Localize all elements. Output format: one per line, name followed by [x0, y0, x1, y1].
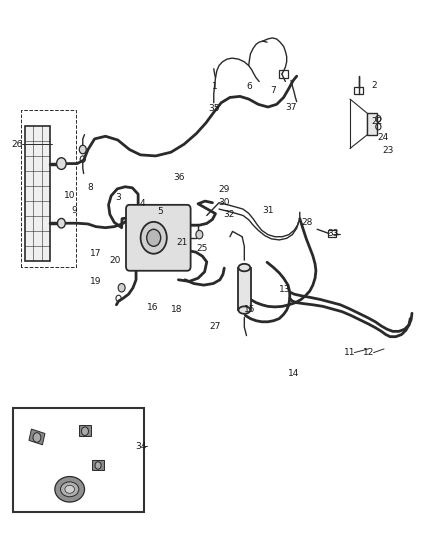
- Text: 7: 7: [271, 85, 276, 94]
- Text: 34: 34: [136, 442, 147, 451]
- Text: 4: 4: [140, 199, 145, 208]
- Text: 19: 19: [90, 277, 102, 286]
- Text: 3: 3: [116, 193, 121, 202]
- Bar: [92, 459, 104, 470]
- Text: 8: 8: [87, 183, 93, 192]
- Text: 22: 22: [371, 117, 383, 126]
- Text: 25: 25: [197, 245, 208, 254]
- Circle shape: [57, 158, 66, 169]
- Circle shape: [57, 219, 65, 228]
- Bar: [279, 70, 288, 78]
- Text: 5: 5: [157, 207, 163, 216]
- Circle shape: [81, 427, 88, 435]
- Text: 24: 24: [377, 133, 389, 142]
- Text: 35: 35: [208, 103, 219, 112]
- Text: 17: 17: [90, 249, 102, 259]
- Text: 36: 36: [173, 173, 184, 182]
- Text: 28: 28: [301, 219, 313, 228]
- Ellipse shape: [238, 306, 250, 314]
- Text: 29: 29: [219, 185, 230, 194]
- Text: 2: 2: [371, 81, 377, 90]
- Text: 30: 30: [219, 198, 230, 207]
- Text: 31: 31: [262, 206, 274, 215]
- Circle shape: [118, 284, 125, 292]
- Text: 9: 9: [71, 206, 77, 215]
- Circle shape: [196, 230, 203, 239]
- Bar: [79, 425, 91, 436]
- Ellipse shape: [238, 264, 250, 271]
- Text: 26: 26: [11, 140, 23, 149]
- Bar: [367, 114, 377, 135]
- Circle shape: [147, 229, 161, 246]
- Text: 6: 6: [247, 82, 252, 91]
- Circle shape: [141, 222, 167, 254]
- Text: 15: 15: [244, 304, 255, 313]
- Text: 33: 33: [328, 229, 339, 238]
- Ellipse shape: [60, 482, 79, 497]
- Text: 1: 1: [212, 82, 218, 91]
- Bar: [238, 268, 251, 310]
- Text: 10: 10: [64, 191, 75, 200]
- Text: 21: 21: [176, 238, 187, 247]
- Text: 16: 16: [147, 303, 159, 312]
- Text: 23: 23: [383, 146, 394, 155]
- Bar: [328, 230, 336, 237]
- Ellipse shape: [55, 477, 85, 502]
- Bar: [13, 408, 144, 512]
- Text: 32: 32: [223, 211, 234, 220]
- Bar: [25, 126, 50, 261]
- Circle shape: [95, 462, 101, 469]
- Ellipse shape: [65, 486, 74, 493]
- Circle shape: [79, 146, 86, 154]
- Text: 13: 13: [279, 285, 290, 294]
- Bar: [354, 87, 363, 94]
- Bar: [29, 429, 45, 445]
- Text: 27: 27: [210, 321, 221, 330]
- Text: 37: 37: [285, 102, 297, 111]
- Text: 14: 14: [288, 369, 300, 378]
- Circle shape: [33, 433, 41, 442]
- Text: 11: 11: [344, 348, 356, 357]
- Text: 18: 18: [170, 304, 182, 313]
- Text: 20: 20: [110, 256, 121, 264]
- Text: 12: 12: [363, 348, 374, 357]
- FancyBboxPatch shape: [126, 205, 191, 271]
